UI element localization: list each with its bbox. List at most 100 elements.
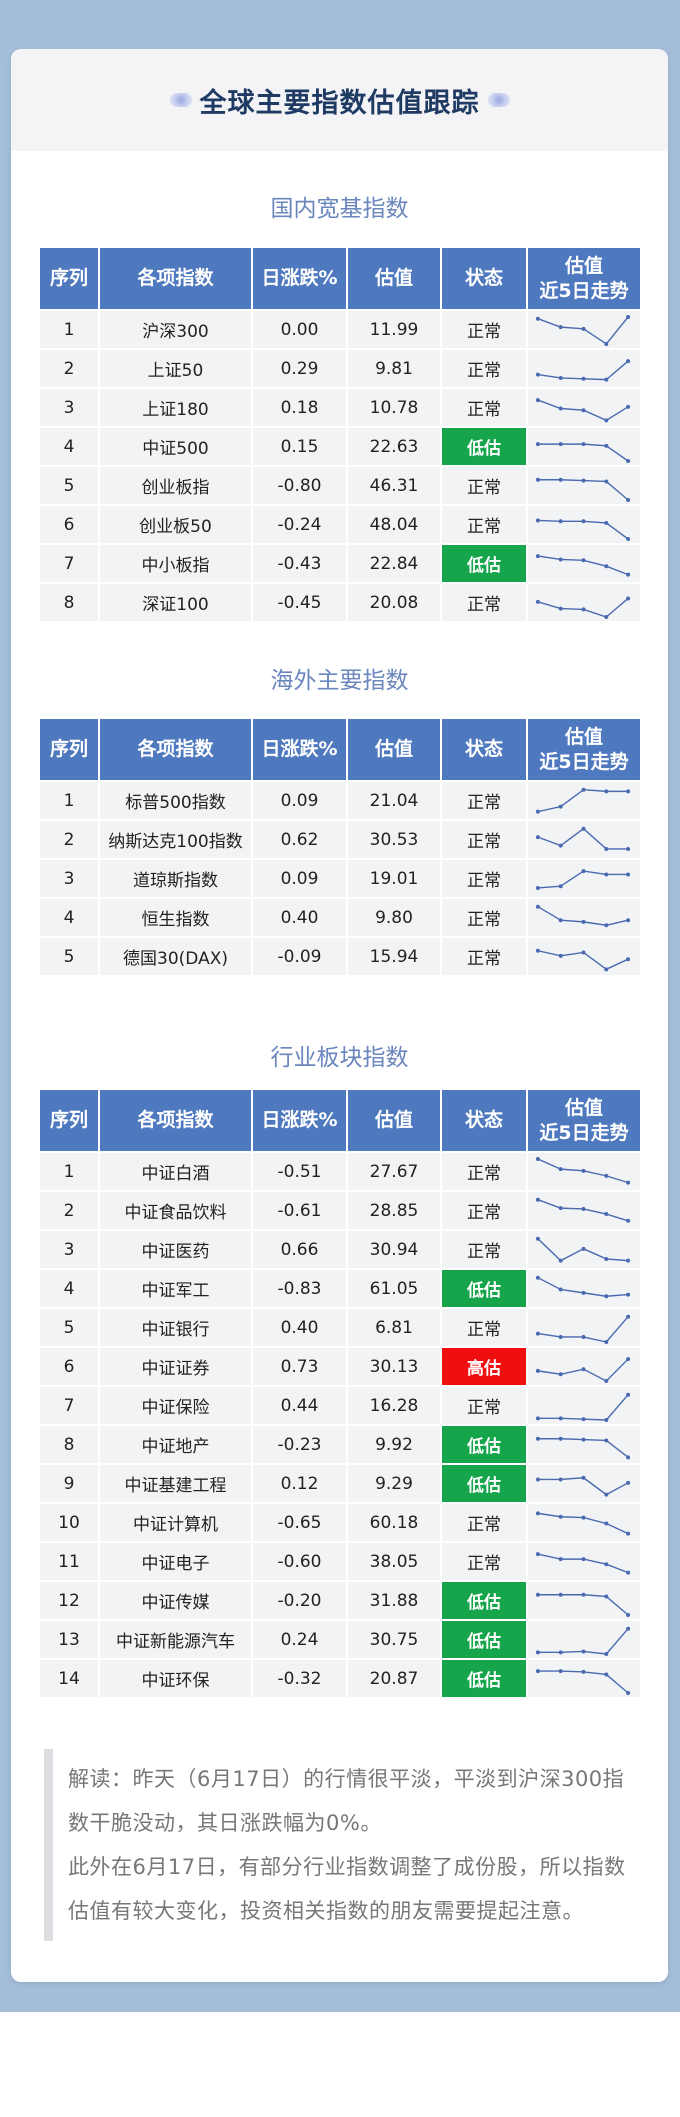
- sparkline-point: [626, 1258, 631, 1263]
- row-valuation: 9.81: [347, 349, 442, 389]
- sparkline-point: [604, 789, 609, 794]
- row-seq: 4: [40, 427, 100, 467]
- row-valuation: 16.28: [347, 1386, 442, 1426]
- table-row: 10 中证计算机 -0.65 60.18 正常: [40, 1503, 640, 1543]
- row-daily-change: -0.45: [252, 583, 348, 623]
- sparkline-point: [535, 1592, 540, 1597]
- row-trend-sparkline: [527, 1230, 640, 1270]
- row-trend-sparkline: [527, 1620, 640, 1660]
- row-seq: 9: [40, 1464, 100, 1504]
- row-status: 低估: [441, 544, 528, 584]
- row-status: 低估: [441, 1659, 528, 1699]
- sparkline-chart: [535, 518, 631, 541]
- sparkline-point: [604, 1418, 609, 1422]
- sparkline-point: [604, 479, 609, 484]
- row-daily-change: 0.44: [252, 1386, 348, 1426]
- row-index-name: 中证医药: [99, 1230, 253, 1270]
- sparkline-point: [626, 498, 631, 502]
- sparkline-chart: [535, 1511, 631, 1536]
- commentary-paragraph-1: 解读：昨天（6月17日）的行情很平淡，平淡到沪深300指数干脆没动，其日涨跌幅为…: [68, 1767, 625, 1835]
- row-daily-change: 0.66: [252, 1230, 348, 1270]
- sparkline-point: [581, 442, 586, 447]
- sparkline-point: [581, 1246, 586, 1251]
- domestic-index-table: 序列 各项指数 日涨跌% 估值 状态 估值 近5日走势 1 沪深300 0.00 11.99 正常 2 上…: [40, 248, 640, 623]
- row-index-name: 中证证券: [99, 1347, 253, 1387]
- sparkline-point: [535, 1477, 540, 1482]
- sparkline-point: [626, 537, 631, 541]
- sparkline-point: [558, 477, 563, 482]
- section-title-industry: 行业板块指数: [270, 1045, 409, 1071]
- row-daily-change: 0.62: [252, 820, 348, 860]
- sparkline-point: [604, 1173, 609, 1178]
- sparkline-point: [626, 315, 631, 319]
- sparkline-chart: [535, 554, 631, 577]
- sparkline-point: [581, 1475, 586, 1480]
- sparkline-point: [604, 1594, 609, 1599]
- table-row: 3 上证180 0.18 10.78 正常: [40, 388, 640, 428]
- row-trend-sparkline: [527, 427, 640, 467]
- sparkline-line: [537, 1670, 629, 1694]
- row-daily-change: 0.00: [252, 310, 348, 350]
- header-trend-line2: 近5日走势: [539, 1121, 629, 1144]
- sparkline-line: [537, 1553, 629, 1574]
- sparkline-chart: [535, 1157, 631, 1185]
- row-status: 正常: [441, 349, 528, 389]
- row-seq: 3: [40, 388, 100, 428]
- row-seq: 10: [40, 1503, 100, 1543]
- header-trend-line1: 估值: [564, 725, 603, 748]
- row-index-name: 上证180: [99, 388, 253, 428]
- table-row: 6 中证证券 0.73 30.13 高估: [40, 1347, 640, 1387]
- header-trend: 估值 近5日走势: [527, 1090, 640, 1153]
- row-seq: 8: [40, 583, 100, 623]
- row-valuation: 20.08: [347, 583, 442, 623]
- report-card: 全球主要指数估值跟踪 国内宽基指数 序列 各项指数 日涨跌% 估值 状态 估值 近5日走势 1…: [11, 49, 668, 1982]
- row-seq: 2: [40, 349, 100, 389]
- sparkline-chart: [535, 1552, 631, 1575]
- sparkline-point: [626, 872, 631, 877]
- row-status: 正常: [441, 1503, 528, 1543]
- row-index-name: 纳斯达克100指数: [99, 820, 253, 860]
- sparkline-point: [604, 342, 609, 346]
- table-row: 4 中证500 0.15 22.63 低估: [40, 427, 640, 467]
- table-row: 12 中证传媒 -0.20 31.88 低估: [40, 1581, 640, 1621]
- sparkline-point: [626, 596, 631, 601]
- sparkline-line: [537, 827, 629, 850]
- sparkline-point: [535, 948, 540, 953]
- sparkline-point: [535, 885, 540, 890]
- header-index-name: 各项指数: [99, 719, 253, 782]
- row-daily-change: -0.83: [252, 1269, 348, 1309]
- sparkline-point: [626, 1357, 631, 1362]
- sparkline-chart: [535, 315, 631, 346]
- row-seq: 3: [40, 1230, 100, 1270]
- table-row: 5 中证银行 0.40 6.81 正常: [40, 1308, 640, 1348]
- row-valuation: 48.04: [347, 505, 442, 545]
- row-status: 低估: [441, 1581, 528, 1621]
- row-valuation: 27.67: [347, 1152, 442, 1192]
- sparkline-point: [581, 1669, 586, 1674]
- row-status: 正常: [441, 1542, 528, 1582]
- sparkline-point: [535, 1511, 540, 1516]
- row-valuation: 61.05: [347, 1269, 442, 1309]
- sparkline-point: [558, 442, 563, 447]
- row-valuation: 9.92: [347, 1425, 442, 1465]
- table-row: 5 德国30(DAX) -0.09 15.94 正常: [40, 937, 640, 977]
- commentary-note: 解读：昨天（6月17日）的行情很平淡，平淡到沪深300指数干脆没动，其日涨跌幅为…: [44, 1749, 644, 1941]
- table-row: 5 创业板指 -0.80 46.31 正常: [40, 466, 640, 506]
- sparkline-point: [581, 1592, 586, 1597]
- sparkline-point: [604, 1562, 609, 1567]
- header-trend-line1: 估值: [564, 1096, 603, 1119]
- table-row: 6 创业板50 -0.24 48.04 正常: [40, 505, 640, 545]
- table-row: 1 沪深300 0.00 11.99 正常: [40, 310, 640, 350]
- header-valuation: 估值: [347, 248, 442, 311]
- sparkline-point: [581, 1437, 586, 1442]
- sparkline-point: [604, 872, 609, 877]
- sparkline-point: [535, 599, 540, 604]
- card-header: 全球主要指数估值跟踪: [11, 49, 668, 151]
- sparkline-point: [581, 478, 586, 483]
- sparkline-line: [537, 360, 629, 381]
- sparkline-point: [558, 1287, 563, 1292]
- sparkline-point: [558, 557, 563, 562]
- sparkline-chart: [535, 1669, 631, 1695]
- row-valuation: 22.84: [347, 544, 442, 584]
- row-daily-change: 0.09: [252, 781, 348, 821]
